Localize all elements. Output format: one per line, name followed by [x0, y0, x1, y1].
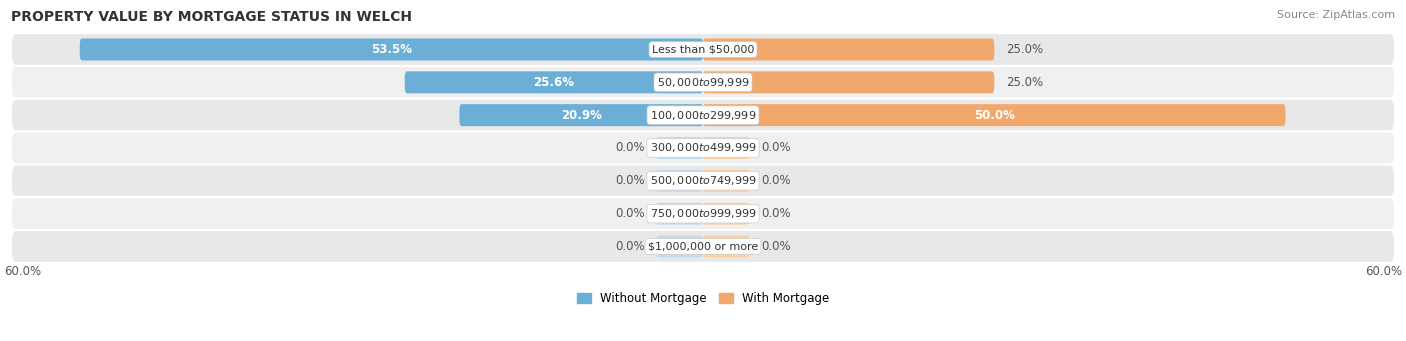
FancyBboxPatch shape	[703, 71, 994, 93]
FancyBboxPatch shape	[703, 203, 749, 225]
Text: 53.5%: 53.5%	[371, 43, 412, 56]
FancyBboxPatch shape	[11, 230, 1395, 263]
Text: 60.0%: 60.0%	[1365, 265, 1402, 278]
Text: $750,000 to $999,999: $750,000 to $999,999	[650, 207, 756, 220]
Text: $100,000 to $299,999: $100,000 to $299,999	[650, 109, 756, 122]
FancyBboxPatch shape	[405, 71, 703, 93]
FancyBboxPatch shape	[11, 164, 1395, 197]
FancyBboxPatch shape	[80, 39, 703, 60]
FancyBboxPatch shape	[11, 197, 1395, 230]
Text: 25.6%: 25.6%	[533, 76, 575, 89]
FancyBboxPatch shape	[460, 104, 703, 126]
FancyBboxPatch shape	[657, 203, 703, 225]
FancyBboxPatch shape	[703, 39, 994, 60]
Text: Less than $50,000: Less than $50,000	[652, 45, 754, 55]
FancyBboxPatch shape	[703, 104, 1285, 126]
Legend: Without Mortgage, With Mortgage: Without Mortgage, With Mortgage	[572, 287, 834, 310]
Text: 25.0%: 25.0%	[1005, 43, 1043, 56]
Text: PROPERTY VALUE BY MORTGAGE STATUS IN WELCH: PROPERTY VALUE BY MORTGAGE STATUS IN WEL…	[11, 10, 412, 24]
Text: 0.0%: 0.0%	[616, 142, 645, 154]
FancyBboxPatch shape	[11, 33, 1395, 66]
Text: 0.0%: 0.0%	[616, 240, 645, 253]
Text: Source: ZipAtlas.com: Source: ZipAtlas.com	[1277, 10, 1395, 20]
Text: 0.0%: 0.0%	[761, 174, 790, 187]
Text: $300,000 to $499,999: $300,000 to $499,999	[650, 142, 756, 154]
FancyBboxPatch shape	[657, 235, 703, 257]
FancyBboxPatch shape	[11, 66, 1395, 99]
Text: 60.0%: 60.0%	[4, 265, 41, 278]
FancyBboxPatch shape	[703, 137, 749, 159]
Text: 50.0%: 50.0%	[974, 109, 1015, 122]
FancyBboxPatch shape	[703, 235, 749, 257]
FancyBboxPatch shape	[11, 132, 1395, 164]
Text: 0.0%: 0.0%	[616, 207, 645, 220]
FancyBboxPatch shape	[657, 137, 703, 159]
Text: 0.0%: 0.0%	[761, 142, 790, 154]
Text: 20.9%: 20.9%	[561, 109, 602, 122]
Text: $50,000 to $99,999: $50,000 to $99,999	[657, 76, 749, 89]
Text: $1,000,000 or more: $1,000,000 or more	[648, 241, 758, 251]
FancyBboxPatch shape	[11, 99, 1395, 132]
FancyBboxPatch shape	[703, 170, 749, 192]
Text: 25.0%: 25.0%	[1005, 76, 1043, 89]
Text: 0.0%: 0.0%	[616, 174, 645, 187]
Text: $500,000 to $749,999: $500,000 to $749,999	[650, 174, 756, 187]
FancyBboxPatch shape	[657, 170, 703, 192]
Text: 0.0%: 0.0%	[761, 240, 790, 253]
Text: 0.0%: 0.0%	[761, 207, 790, 220]
